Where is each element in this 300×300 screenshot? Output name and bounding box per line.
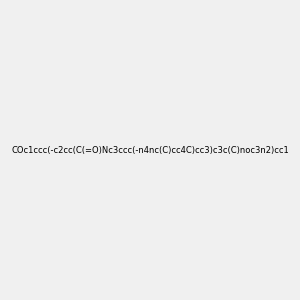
Text: COc1ccc(-c2cc(C(=O)Nc3ccc(-n4nc(C)cc4C)cc3)c3c(C)noc3n2)cc1: COc1ccc(-c2cc(C(=O)Nc3ccc(-n4nc(C)cc4C)c… bbox=[11, 146, 289, 154]
